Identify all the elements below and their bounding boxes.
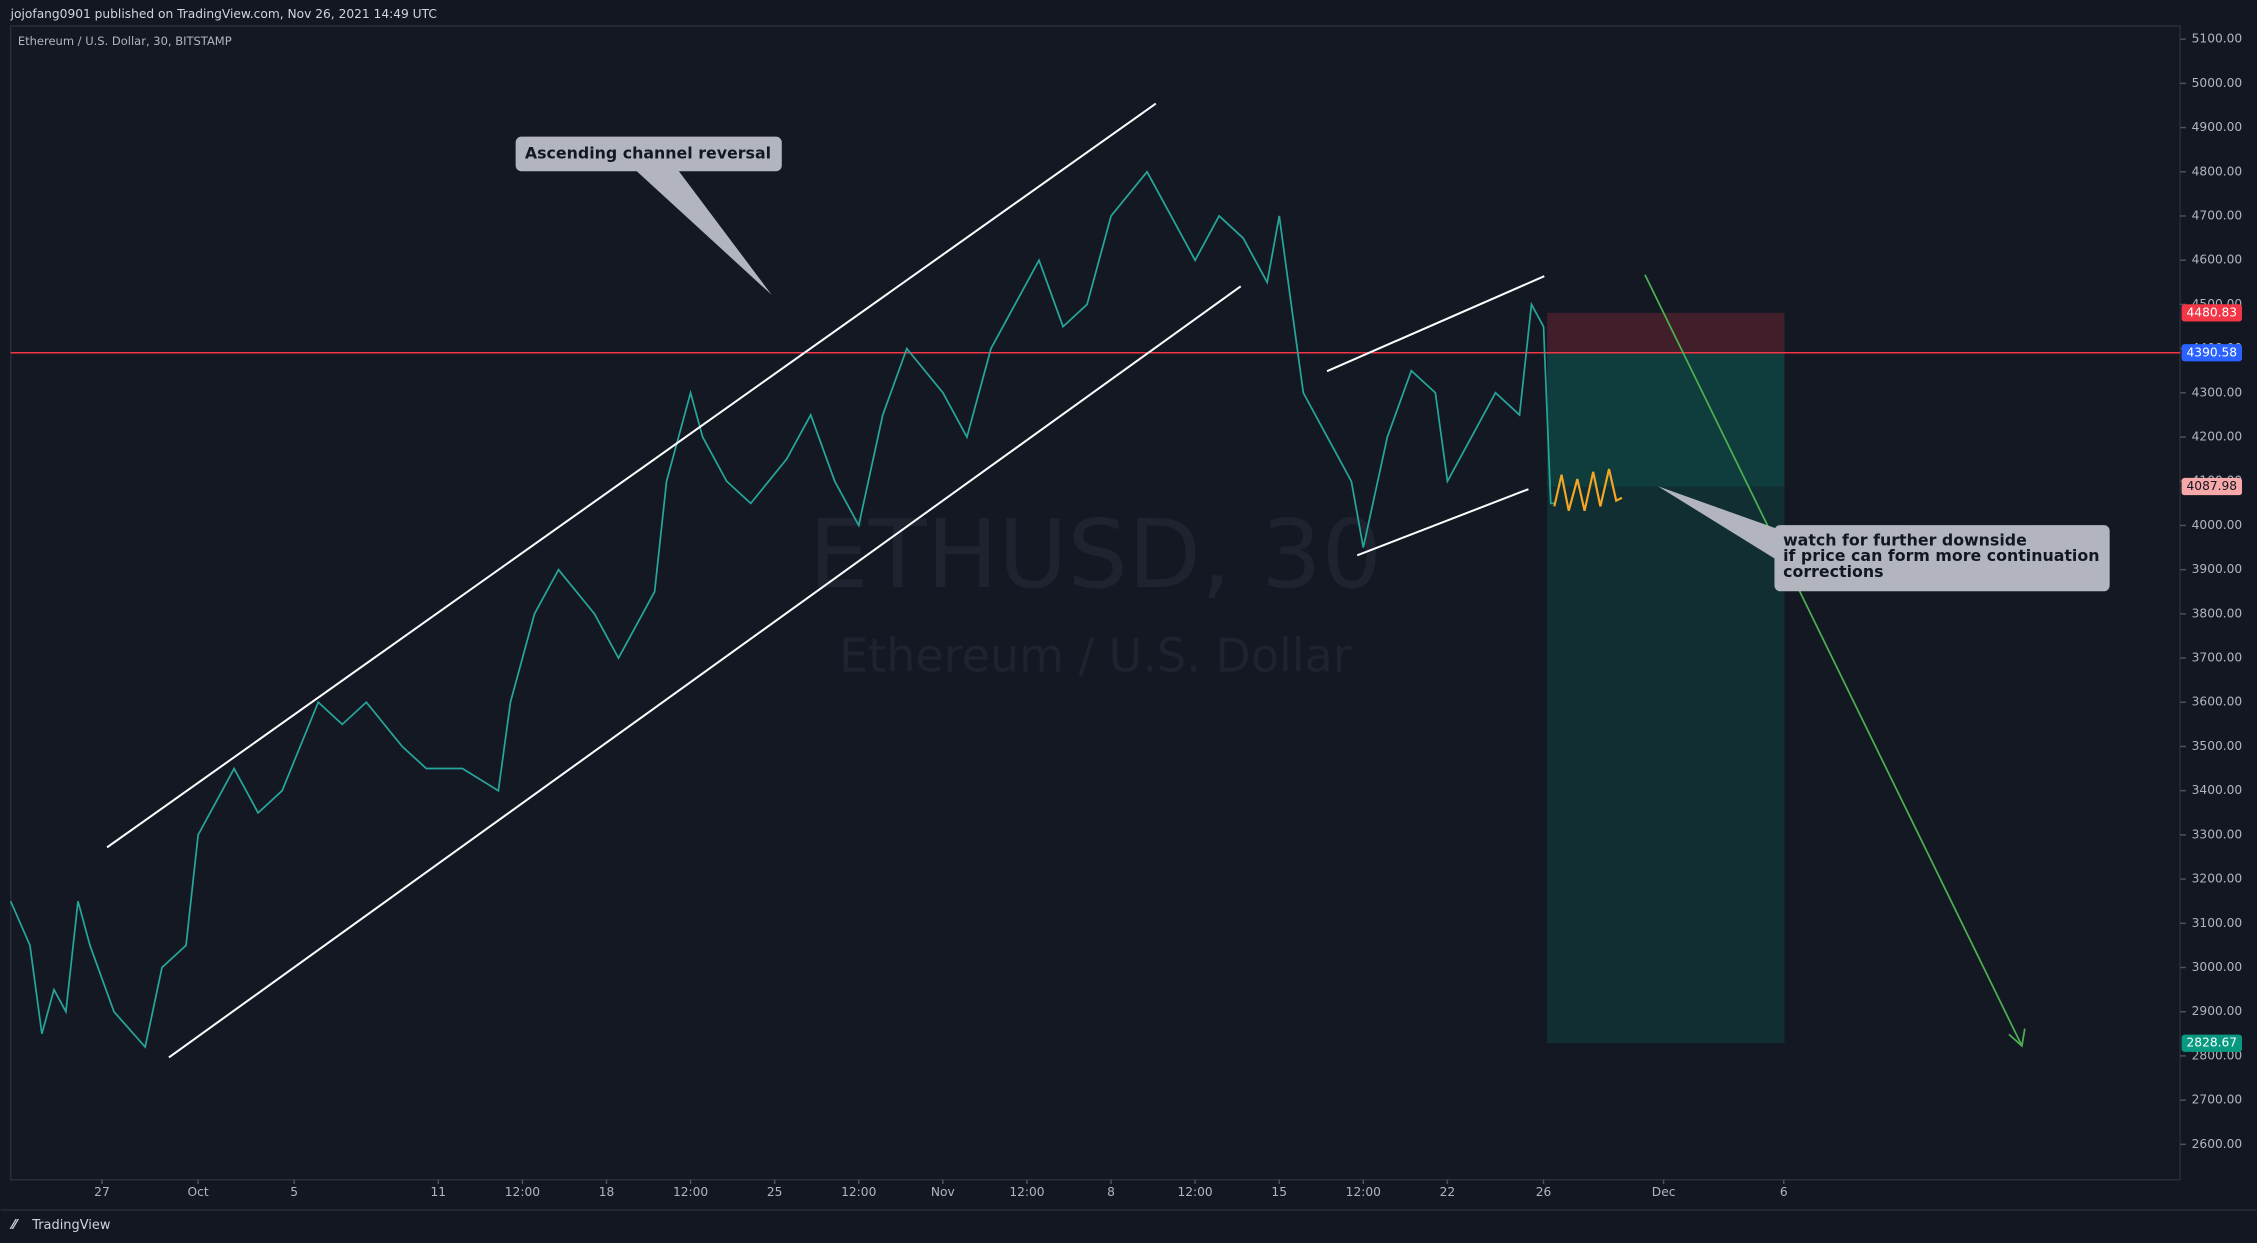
footer-brand[interactable]: TradingView	[31, 1218, 111, 1233]
y-tick-label: 2900.00	[2192, 1004, 2243, 1018]
x-tick-label: 12:00	[673, 1185, 708, 1199]
x-tick-label: 8	[1107, 1185, 1115, 1199]
y-tick-label: 4800.00	[2192, 164, 2243, 178]
x-tick-label: Nov	[931, 1185, 955, 1199]
x-tick-label: 12:00	[1178, 1185, 1213, 1199]
y-tick-label: 2800.00	[2192, 1048, 2243, 1062]
x-tick-label: 18	[599, 1185, 615, 1199]
x-tick-label: 11	[431, 1185, 447, 1199]
note-line: watch for further downside	[1783, 530, 2027, 549]
level-label-bg	[2181, 344, 2243, 362]
profit-zone	[1547, 352, 1785, 487]
x-tick-label: 15	[1271, 1185, 1287, 1199]
arrow-head	[2008, 1028, 2026, 1048]
watermark-ticker: ETHUSD, 30	[809, 500, 1382, 610]
x-tick-label: 12:00	[1346, 1185, 1381, 1199]
watermark-name: Ethereum / U.S. Dollar	[839, 628, 1352, 682]
channel-upper	[106, 102, 1157, 849]
wedge-lower	[1356, 488, 1529, 557]
y-tick-label: 2700.00	[2192, 1093, 2243, 1107]
logo-mark: ⁄⁄	[9, 1218, 19, 1233]
target-arrow	[1644, 274, 2023, 1047]
y-tick-label: 3100.00	[2192, 916, 2243, 930]
y-tick-label: 5100.00	[2192, 32, 2243, 46]
note-line: if price can form more continuation	[1783, 546, 2099, 565]
channel-lower	[168, 285, 1242, 1059]
level-label: 2828.67	[2187, 1036, 2238, 1050]
y-tick-label: 3000.00	[2192, 960, 2243, 974]
axes: 2600.00 2700.00 2800.00 2900.00 3000.00 3100.…	[94, 32, 2242, 1199]
x-tick-label: 22	[1440, 1185, 1456, 1199]
publisher-header: jojofang0901 published on TradingView.co…	[10, 7, 437, 21]
x-tick-label: 5	[290, 1185, 298, 1199]
target-zone	[1547, 352, 1785, 1044]
x-tick-label: 12:00	[1009, 1185, 1044, 1199]
level-label-bg	[2181, 1034, 2243, 1052]
y-tick-label: 4900.00	[2192, 120, 2243, 134]
callout-box	[515, 136, 782, 172]
level-label-bg	[2181, 477, 2243, 496]
x-tick-label: Dec	[1652, 1185, 1676, 1199]
y-tick-label: 4600.00	[2192, 253, 2243, 267]
y-tick-label: 3600.00	[2192, 695, 2243, 709]
x-tick-label: Oct	[187, 1185, 208, 1199]
drawings	[106, 102, 1545, 1059]
y-tick-label: 4200.00	[2192, 430, 2243, 444]
projected-path	[1553, 468, 1623, 512]
note-box	[1774, 525, 2110, 592]
note-line: corrections	[1783, 562, 1883, 581]
y-tick-label: 3800.00	[2192, 606, 2243, 620]
level-label: 4480.83	[2187, 305, 2238, 319]
x-tick-label: 12:00	[505, 1185, 540, 1199]
x-tick-label: 12:00	[841, 1185, 876, 1199]
level-label-bg	[2181, 304, 2243, 322]
symbol-title: Ethereum / U.S. Dollar, 30, BITSTAMP	[18, 34, 232, 48]
y-tick-label: 4300.00	[2192, 385, 2243, 399]
y-tick-label: 3500.00	[2192, 739, 2243, 753]
stop-zone	[1547, 312, 1785, 353]
y-tick-label: 3200.00	[2192, 872, 2243, 886]
y-tick-label: 3900.00	[2192, 562, 2243, 576]
level-label: 4390.58	[2187, 345, 2238, 359]
y-tick-label: 5000.00	[2192, 76, 2243, 90]
y-tick-label: 4000.00	[2192, 518, 2243, 532]
x-tick-label: 25	[767, 1185, 783, 1199]
plot-area	[9, 25, 2181, 1181]
x-tick-label: 26	[1536, 1185, 1552, 1199]
wedge-upper	[1326, 275, 1545, 373]
position-box	[10, 312, 2181, 1044]
level-label: 4087.98	[2187, 479, 2238, 493]
x-tick-label: 27	[94, 1185, 110, 1199]
y-tick-label: 3400.00	[2192, 783, 2243, 797]
y-tick-label: 3300.00	[2192, 827, 2243, 841]
price-plot	[9, 170, 1556, 1049]
y-tick-label: 3700.00	[2192, 651, 2243, 665]
y-tick-label: 4700.00	[2192, 208, 2243, 222]
x-tick-label: 6	[1780, 1185, 1788, 1199]
price-line	[9, 170, 1556, 1049]
callout-text: Ascending channel reversal	[525, 143, 771, 162]
y-tick-label: 2600.00	[2192, 1137, 2243, 1151]
